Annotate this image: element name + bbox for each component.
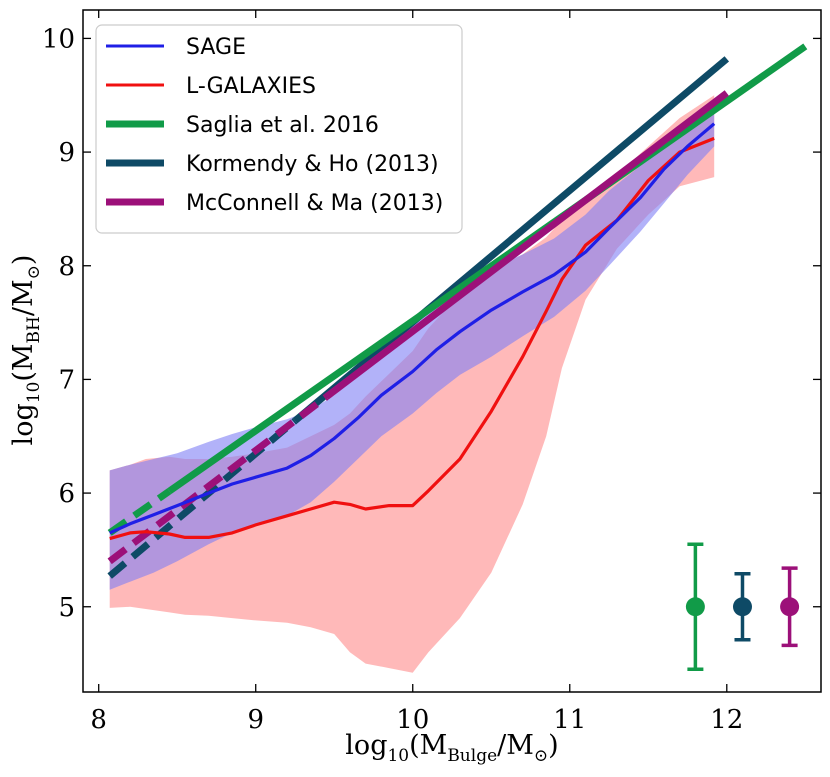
line-kormendy-ho-2013-dashed <box>107 418 298 579</box>
legend-label-mcconnell: McConnell & Ma (2013) <box>186 191 443 216</box>
x-tick-label-11: 11 <box>553 705 586 735</box>
y-axis-label: log10(MBH/M⊙) <box>8 255 44 446</box>
legend-label-lgalaxies: L-GALAXIES <box>186 74 316 99</box>
legend-box <box>95 24 463 234</box>
legend-label-sage: SAGE <box>186 35 246 60</box>
line-mcconnell-ma-2013 <box>324 90 729 400</box>
error-bars <box>685 542 800 672</box>
line-saglia-et-al-2016 <box>167 43 808 495</box>
line-l-galaxies <box>109 136 715 541</box>
line-saglia-et-al-2016-dashed <box>107 488 172 536</box>
x-tick-label-10: 10 <box>396 705 429 735</box>
band-sage <box>109 100 715 590</box>
plot-frame <box>82 9 822 693</box>
x-tick-label-8: 8 <box>90 705 107 735</box>
y-tick-label-5: 5 <box>58 593 75 623</box>
y-tick-label-9: 9 <box>58 138 75 168</box>
legend-label-saglia: Saglia et al. 2016 <box>186 113 379 138</box>
legend-label-kormendy: Kormendy & Ho (2013) <box>186 152 439 177</box>
series-lines <box>107 43 808 579</box>
y-tick-label-10: 10 <box>42 24 75 54</box>
scatter-bands <box>109 95 715 673</box>
line-mcconnell-ma-2013-dashed <box>107 394 329 565</box>
x-tick-label-9: 9 <box>247 705 264 735</box>
axis-ticks: 8 9 10 11 12 5 6 7 8 9 10 <box>42 10 821 735</box>
x-axis-label: log10(MBulge/M⊙) <box>345 730 558 766</box>
line-sage <box>109 122 716 535</box>
error-point-0 <box>685 597 705 617</box>
error-point-2 <box>780 597 800 617</box>
y-tick-label-6: 6 <box>58 479 75 509</box>
line-kormendy-ho-2013 <box>292 56 730 424</box>
x-tick-label-12: 12 <box>710 705 743 735</box>
y-tick-label-8: 8 <box>58 252 75 282</box>
error-point-1 <box>732 597 752 617</box>
legend: SAGE L-GALAXIES Saglia et al. 2016 Korme… <box>95 24 463 234</box>
y-tick-label-7: 7 <box>58 365 75 395</box>
